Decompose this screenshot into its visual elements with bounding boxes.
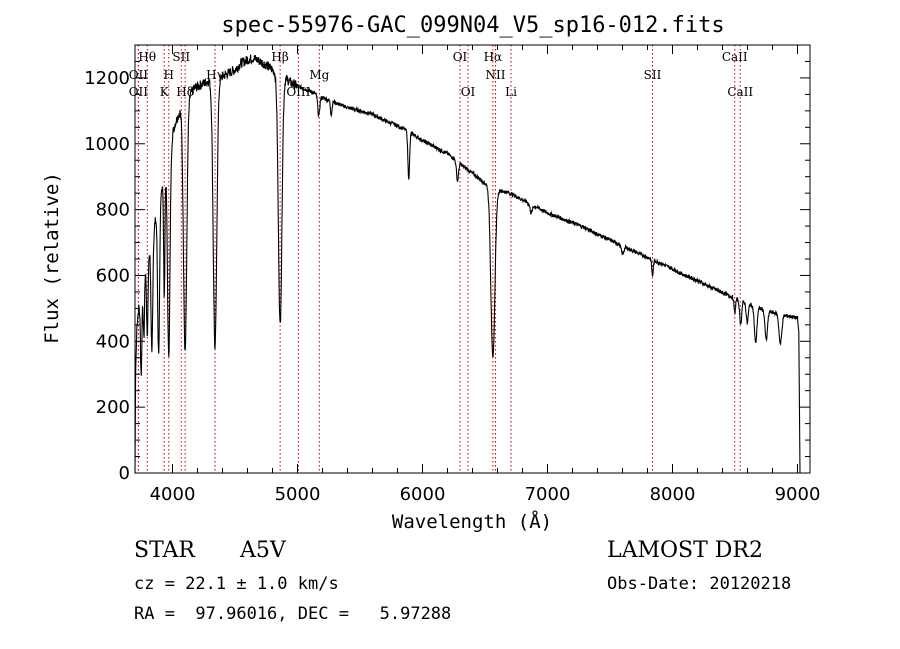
line-marker-label: OIII	[286, 85, 310, 99]
line-marker-label: Hθ	[138, 50, 156, 64]
redshift-velocity: cz = 22.1 ± 1.0 km/s	[134, 574, 339, 594]
line-marker-label: H	[164, 68, 174, 82]
line-marker-label: OII	[129, 68, 149, 82]
line-marker-label: SII	[172, 50, 190, 64]
line-marker-label: NII	[486, 68, 506, 82]
spectrum-trace	[134, 54, 801, 474]
y-tick-label: 0	[119, 463, 130, 484]
chart-title: spec-55976-GAC_099N04_V5_sp16-012.fits	[221, 13, 724, 38]
y-tick-label: 600	[96, 265, 130, 286]
line-marker-label: Hβ	[271, 50, 288, 64]
x-tick-label: 9000	[775, 484, 821, 505]
line-marker-label: OII	[129, 85, 149, 99]
line-marker-label: CaII	[727, 85, 753, 99]
plot-frame	[134, 44, 811, 474]
x-tick-label: 7000	[525, 484, 571, 505]
line-marker-label: Li	[505, 85, 517, 99]
sky-coordinates: RA = 97.96016, DEC = 5.97288	[134, 604, 452, 624]
line-marker-label: Hδ	[176, 85, 194, 99]
object-class: STAR	[134, 538, 195, 563]
line-marker-label: CaII	[722, 50, 748, 64]
x-tick-label: 8000	[650, 484, 696, 505]
line-marker-label: OI	[461, 85, 476, 99]
x-tick-label: 5000	[275, 484, 321, 505]
line-marker-label: Mg	[309, 68, 329, 82]
y-tick-label: 800	[96, 200, 130, 221]
y-axis-label: Flux (relative)	[41, 172, 63, 344]
line-marker-label: Hα	[484, 50, 503, 64]
x-axis-label: Wavelength (Å)	[392, 510, 552, 533]
line-marker-label: OI	[453, 50, 468, 64]
line-marker-label: K	[160, 85, 170, 99]
line-marker-label: SII	[644, 68, 662, 82]
y-tick-label: 400	[96, 331, 130, 352]
spectrum-line	[134, 54, 801, 474]
spectral-line-markers: Hθ OII OII SII HK Hδ Hγ Hβ Mg OIII OI OI Hα NII Li SII C…	[129, 45, 753, 473]
survey-name: LAMOST DR2	[607, 538, 763, 563]
x-tick-label: 4000	[150, 484, 196, 505]
y-tick-label: 200	[96, 397, 130, 418]
line-marker-label: Hγ	[206, 68, 224, 82]
y-tick-label: 1200	[84, 68, 130, 89]
object-subclass: A5V	[240, 538, 286, 563]
plot-axes: 4000 5000 6000 7000 8000 9000 0 200 400 600 800 100…	[84, 44, 821, 505]
observation-date: Obs-Date: 20120218	[607, 574, 792, 594]
y-tick-label: 1000	[84, 134, 130, 155]
x-tick-label: 6000	[400, 484, 446, 505]
